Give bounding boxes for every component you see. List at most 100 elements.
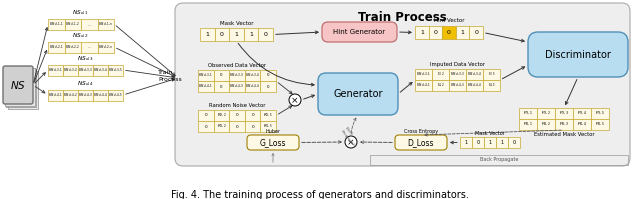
Bar (370, 155, 628, 165)
Bar (108, 90, 123, 101)
Text: 0: 0 (447, 30, 451, 35)
Bar (519, 108, 537, 119)
Bar (537, 108, 555, 119)
Text: 1: 1 (488, 140, 492, 145)
Text: 0: 0 (236, 125, 238, 129)
Text: 0: 0 (513, 140, 516, 145)
Text: $NS_{d,3}$: $NS_{d,3}$ (77, 55, 94, 63)
Text: $R_{4,2}$: $R_{4,2}$ (216, 123, 227, 130)
Bar (442, 26, 456, 39)
Bar (93, 65, 108, 76)
Text: $p_{4,3}$: $p_{4,3}$ (559, 121, 569, 128)
Text: Hint Generator: Hint Generator (333, 29, 385, 35)
Text: 0: 0 (476, 140, 479, 145)
Text: $p_{3,3}$: $p_{3,3}$ (559, 110, 569, 117)
Bar (415, 80, 432, 91)
Text: $NS_{d,4,3}$: $NS_{d,4,3}$ (450, 82, 465, 89)
Text: 1: 1 (249, 32, 253, 37)
Text: 0: 0 (474, 30, 478, 35)
Bar (198, 110, 214, 121)
Bar (8, 70, 38, 108)
FancyBboxPatch shape (322, 22, 397, 42)
Bar (496, 137, 508, 148)
Text: $R_{3,2}$: $R_{3,2}$ (216, 112, 227, 119)
Text: $NS_{d,1,2}$: $NS_{d,1,2}$ (65, 21, 80, 28)
Text: ×: × (291, 96, 299, 105)
Bar (259, 28, 273, 41)
Text: 1: 1 (500, 140, 504, 145)
Bar (78, 90, 93, 101)
Bar (229, 110, 244, 121)
Bar (472, 137, 484, 148)
FancyBboxPatch shape (395, 135, 447, 150)
Bar (48, 65, 63, 76)
Bar (591, 108, 609, 119)
Bar (81, 42, 97, 53)
Text: $NS_{d,1}$: $NS_{d,1}$ (72, 9, 90, 17)
Bar (4, 67, 35, 105)
Text: $NS_{d,1,n}$: $NS_{d,1,n}$ (98, 21, 113, 28)
Text: $p_{3,1}$: $p_{3,1}$ (523, 110, 533, 117)
Text: Back
Propagate: Back Propagate (340, 126, 361, 148)
Bar (48, 90, 63, 101)
Text: Imputed Data Vector: Imputed Data Vector (430, 62, 485, 67)
Bar (214, 110, 229, 121)
Text: $NS_{d,1,1}$: $NS_{d,1,1}$ (49, 21, 64, 28)
Text: $NS_{d,4,5}$: $NS_{d,4,5}$ (108, 92, 123, 99)
Text: $NS_{d,4}$: $NS_{d,4}$ (77, 80, 94, 88)
Text: $NS_{d,3,2}$: $NS_{d,3,2}$ (63, 67, 78, 74)
Text: 0: 0 (236, 113, 238, 117)
Bar (260, 70, 276, 81)
Text: $NS$: $NS$ (10, 79, 26, 91)
Circle shape (289, 94, 301, 106)
Text: $NS_{d,3,1}$: $NS_{d,3,1}$ (198, 72, 213, 79)
Text: $NS_{d,4,4}$: $NS_{d,4,4}$ (467, 82, 482, 89)
Bar (469, 26, 483, 39)
Text: $NS_{d,3,4}$: $NS_{d,3,4}$ (93, 67, 108, 74)
Bar (484, 137, 496, 148)
Text: $I_{4,5}$: $I_{4,5}$ (488, 82, 495, 89)
Text: 0: 0 (267, 73, 269, 77)
Text: $NS_{d,3,4}$: $NS_{d,3,4}$ (467, 71, 482, 78)
FancyBboxPatch shape (528, 32, 628, 77)
Text: 0: 0 (205, 113, 207, 117)
Text: 1: 1 (465, 140, 468, 145)
FancyBboxPatch shape (318, 73, 398, 115)
FancyBboxPatch shape (175, 3, 630, 166)
Bar (63, 90, 78, 101)
Text: $NS_{d,3,4}$: $NS_{d,3,4}$ (245, 72, 260, 79)
Text: $p_{4,4}$: $p_{4,4}$ (577, 121, 587, 128)
Text: $I_{4,2}$: $I_{4,2}$ (436, 82, 444, 89)
Bar (466, 69, 483, 80)
Text: Hint Vector: Hint Vector (434, 18, 464, 23)
Bar (6, 69, 36, 107)
Text: G_Loss: G_Loss (260, 138, 286, 147)
Text: $NS_{d,3,3}$: $NS_{d,3,3}$ (78, 67, 93, 74)
Circle shape (345, 136, 357, 148)
Bar (456, 26, 469, 39)
Text: $R_{4,5}$: $R_{4,5}$ (263, 123, 273, 130)
Text: Train
Process: Train Process (158, 70, 182, 82)
Text: $NS_{d,2,n}$: $NS_{d,2,n}$ (98, 44, 113, 51)
Text: $NS_{d,2,2}$: $NS_{d,2,2}$ (65, 44, 80, 51)
Text: $NS_{d,4,4}$: $NS_{d,4,4}$ (245, 83, 260, 90)
Bar (483, 80, 500, 91)
Text: 0: 0 (252, 125, 254, 129)
Text: 0: 0 (205, 125, 207, 129)
Text: $NS_{d,4,3}$: $NS_{d,4,3}$ (230, 83, 244, 90)
Bar (81, 19, 97, 30)
Text: $NS_{d,2}$: $NS_{d,2}$ (72, 32, 90, 40)
Bar (214, 81, 229, 92)
Bar (97, 19, 114, 30)
Bar (260, 81, 276, 92)
Bar (97, 42, 114, 53)
Text: 0: 0 (433, 30, 437, 35)
Bar (245, 70, 260, 81)
Text: 1: 1 (205, 32, 209, 37)
Text: 0: 0 (220, 73, 223, 77)
Text: $NS_{d,4,1}$: $NS_{d,4,1}$ (198, 83, 213, 90)
Text: $R_{3,5}$: $R_{3,5}$ (263, 112, 273, 119)
Bar (466, 80, 483, 91)
Bar (449, 80, 466, 91)
Bar (591, 119, 609, 130)
